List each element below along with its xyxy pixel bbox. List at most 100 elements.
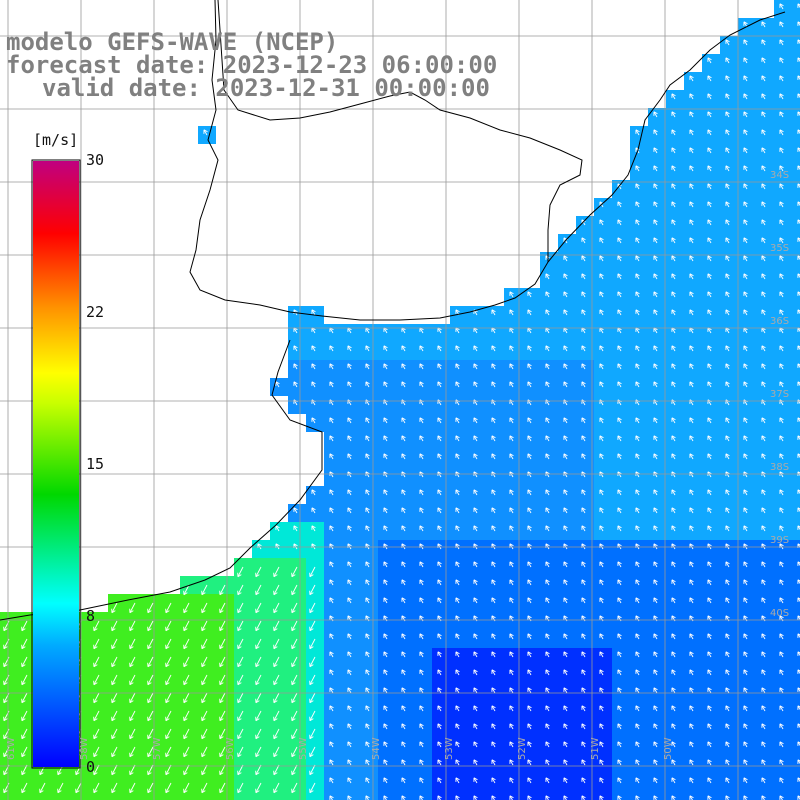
wind-speed-cell: [414, 792, 432, 800]
wind-arrow: [527, 291, 532, 298]
wind-arrow: [689, 417, 694, 424]
wind-arrow: [473, 363, 478, 370]
wind-arrow: [201, 710, 208, 722]
wind-arrow: [419, 435, 424, 442]
wind-arrow: [545, 633, 550, 640]
wind-speed-cell: [792, 774, 800, 792]
wind-arrow: [309, 728, 316, 740]
wind-arrow: [581, 579, 586, 586]
wind-arrow: [581, 309, 586, 316]
wind-arrow: [329, 759, 334, 766]
wind-arrow: [689, 669, 694, 676]
wind-arrow: [653, 237, 658, 244]
wind-arrow: [635, 777, 640, 784]
wind-arrow: [581, 435, 586, 442]
wind-arrow: [165, 710, 172, 722]
wind-arrow: [365, 417, 370, 424]
wind-arrow: [527, 435, 532, 442]
wind-arrow: [761, 111, 766, 118]
wind-arrow: [473, 777, 478, 784]
wind-arrow: [129, 782, 136, 794]
wind-arrow: [401, 597, 406, 604]
wind-arrow: [779, 777, 784, 784]
wind-arrow: [419, 453, 424, 460]
wind-arrow: [347, 597, 352, 604]
wind-arrow: [689, 273, 694, 280]
wind-arrow: [707, 75, 712, 82]
wind-arrow: [347, 345, 352, 352]
wind-speed-cell: [252, 792, 270, 800]
wind-arrow: [183, 674, 190, 686]
latitude-label: 40S: [770, 608, 789, 619]
wind-speed-cell: [792, 0, 800, 18]
wind-arrow: [725, 417, 730, 424]
wind-arrow: [329, 417, 334, 424]
wind-arrow: [707, 309, 712, 316]
wind-arrow: [617, 507, 622, 514]
wind-arrow: [291, 710, 298, 722]
wind-arrow: [581, 381, 586, 388]
wind-arrow: [725, 435, 730, 442]
wind-arrow: [419, 777, 424, 784]
wind-arrow: [527, 417, 532, 424]
wind-arrow: [347, 417, 352, 424]
wind-arrow: [599, 597, 604, 604]
wind-arrow: [779, 3, 784, 10]
wind-arrow: [725, 651, 730, 658]
wind-speed-cell: [504, 792, 522, 800]
wind-arrow: [21, 728, 28, 740]
colorbar-tick-22: 22: [86, 303, 105, 321]
wind-arrow: [761, 507, 766, 514]
wind-arrow: [671, 93, 676, 100]
wind-arrow: [293, 363, 298, 370]
wind-arrow: [237, 764, 244, 776]
wind-arrow: [491, 435, 496, 442]
wind-arrow: [599, 669, 604, 676]
wind-arrow: [617, 453, 622, 460]
wind-arrow: [437, 417, 442, 424]
wind-arrow: [725, 39, 730, 46]
wind-arrow: [617, 777, 622, 784]
wind-arrow: [401, 507, 406, 514]
wind-arrow: [743, 255, 748, 262]
wind-arrow: [563, 255, 568, 262]
wind-speed-cell: [792, 738, 800, 756]
wind-arrow: [203, 129, 208, 136]
wind-arrow: [219, 602, 226, 614]
wind-arrow: [725, 525, 730, 532]
wind-arrow: [545, 759, 550, 766]
wind-arrow: [309, 584, 316, 596]
wind-arrow: [491, 525, 496, 532]
wind-arrow: [581, 255, 586, 262]
wind-speed-cell: [792, 108, 800, 126]
wind-speed-cell: [792, 594, 800, 612]
wind-arrow: [779, 291, 784, 298]
wind-arrow: [779, 111, 784, 118]
wind-arrow: [545, 363, 550, 370]
wind-arrow: [111, 602, 118, 614]
wind-arrow: [527, 687, 532, 694]
wind-arrow: [273, 782, 280, 794]
wind-arrow: [419, 489, 424, 496]
wind-arrow: [599, 705, 604, 712]
colorbar-unit: [m/s]: [33, 131, 79, 149]
wind-arrow: [275, 525, 280, 532]
wind-speed-cell: [792, 270, 800, 288]
wind-arrow: [779, 561, 784, 568]
longitude-label: 58W: [79, 737, 90, 760]
wind-arrow: [725, 93, 730, 100]
wind-arrow: [491, 363, 496, 370]
wind-arrow: [563, 435, 568, 442]
wind-arrow: [219, 746, 226, 758]
wind-arrow: [201, 728, 208, 740]
wind-arrow: [653, 759, 658, 766]
wind-arrow: [707, 723, 712, 730]
wind-arrow: [455, 633, 460, 640]
wind-arrow: [219, 620, 226, 632]
wind-arrow: [329, 489, 334, 496]
wind-arrow: [111, 638, 118, 650]
wind-arrow: [725, 165, 730, 172]
wind-arrow: [653, 147, 658, 154]
